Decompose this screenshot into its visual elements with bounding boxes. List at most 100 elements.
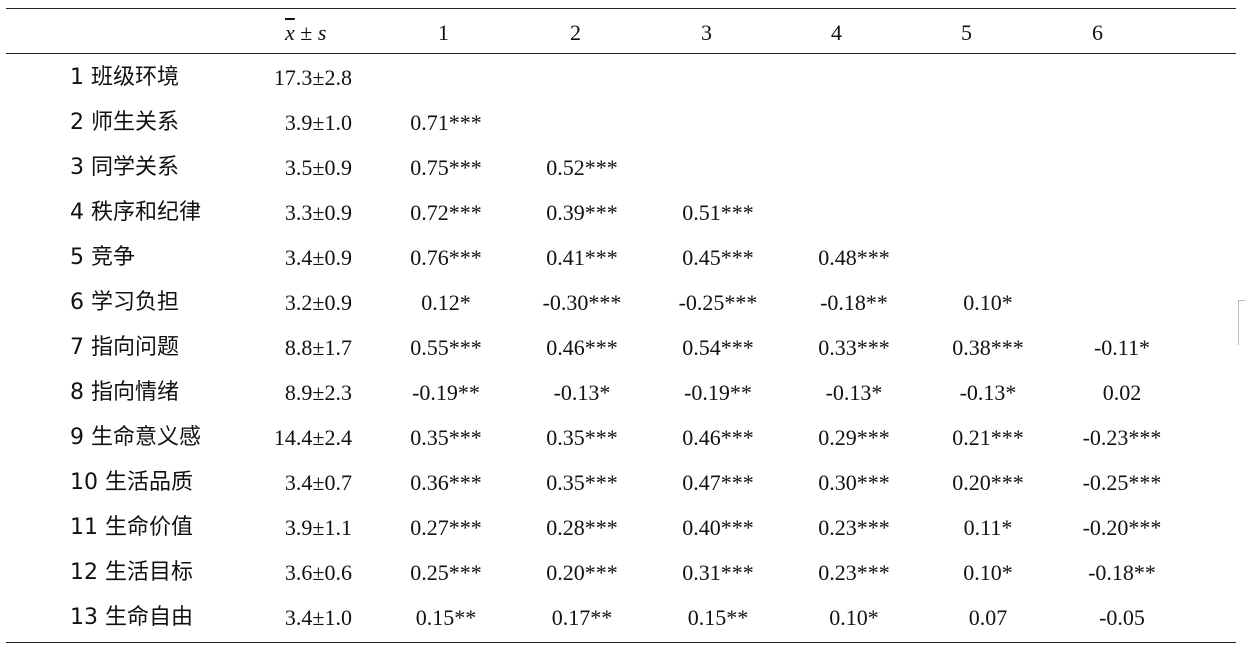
table-row: 10 生活品质 3.4±0.7 0.36*** 0.35*** 0.47*** 0.30*…	[0, 461, 1245, 506]
row-label: 4 秩序和纪律	[70, 200, 201, 225]
correlation-cell-col-3: 0.51***	[682, 200, 754, 225]
correlation-cell-col-3: 0.54***	[682, 335, 754, 360]
correlation-cell-col-6: -0.18**	[1088, 560, 1156, 585]
header-col-3: 3	[701, 20, 712, 45]
row-label: 6 学习负担	[70, 290, 179, 315]
correlation-cell-col-3: 0.31***	[682, 560, 754, 585]
correlation-cell-col-4: 0.10*	[829, 605, 879, 630]
table-row: 1 班级环境 17.3±2.8	[0, 56, 1245, 101]
correlation-cell-col-2: 0.17**	[551, 605, 613, 630]
page-edge-mark-vertical	[1238, 300, 1239, 345]
correlation-cell-col-6: -0.25***	[1082, 470, 1162, 495]
correlation-cell-col-4: 0.48***	[818, 245, 890, 270]
row-label: 8 指向情绪	[70, 380, 179, 405]
header-col-6: 6	[1092, 20, 1103, 45]
correlation-cell-col-5: 0.21***	[952, 425, 1024, 450]
table-row: 5 竞争 3.4±0.9 0.76*** 0.41*** 0.45*** 0.48***	[0, 236, 1245, 281]
header-col-5: 5	[961, 20, 972, 45]
correlation-cell-col-4: -0.13*	[825, 380, 883, 405]
correlation-cell-col-5: -0.13*	[959, 380, 1017, 405]
table-row: 2 师生关系 3.9±1.0 0.71***	[0, 101, 1245, 146]
correlation-cell-col-3: 0.47***	[682, 470, 754, 495]
row-label: 3 同学关系	[70, 155, 179, 180]
row-mean-sd: 8.9±2.3	[284, 380, 352, 405]
correlation-cell-col-3: -0.25***	[678, 290, 758, 315]
table-header-rule	[6, 53, 1236, 54]
header-sd-symbol: s	[317, 20, 327, 45]
correlation-cell-col-1: 0.76***	[410, 245, 482, 270]
correlation-cell-col-2: -0.13*	[553, 380, 611, 405]
row-label: 2 师生关系	[70, 110, 179, 135]
correlation-cell-col-5: 0.07	[968, 605, 1008, 630]
header-col-1: 1	[438, 20, 449, 45]
correlation-cell-col-3: 0.46***	[682, 425, 754, 450]
correlation-cell-col-1: 0.35***	[410, 425, 482, 450]
correlation-cell-col-6: 0.02	[1102, 380, 1142, 405]
correlation-cell-col-4: 0.33***	[818, 335, 890, 360]
table-top-rule	[6, 8, 1236, 9]
page-edge-mark	[1238, 300, 1245, 301]
row-mean-sd: 3.9±1.0	[284, 110, 352, 135]
row-mean-sd: 3.5±0.9	[284, 155, 352, 180]
correlation-cell-col-4: 0.23***	[818, 560, 890, 585]
correlation-cell-col-5: 0.11*	[963, 515, 1013, 540]
header-col-4: 4	[831, 20, 842, 45]
correlation-cell-col-2: 0.39***	[546, 200, 618, 225]
row-label: 1 班级环境	[70, 65, 179, 90]
correlation-cell-col-6: -0.05	[1099, 605, 1145, 630]
row-label: 9 生命意义感	[70, 425, 201, 450]
header-col-2: 2	[570, 20, 581, 45]
row-label: 10 生活品质	[70, 470, 193, 495]
row-label: 12 生活目标	[70, 560, 193, 585]
correlation-cell-col-1: 0.27***	[410, 515, 482, 540]
correlation-cell-col-2: 0.35***	[546, 425, 618, 450]
correlation-cell-col-2: 0.20***	[546, 560, 618, 585]
table-row: 13 生命自由 3.4±1.0 0.15** 0.17** 0.15** 0.10* 0.0…	[0, 596, 1245, 641]
correlation-cell-col-2: 0.41***	[546, 245, 618, 270]
correlation-cell-col-2: 0.52***	[546, 155, 618, 180]
correlation-cell-col-2: 0.35***	[546, 470, 618, 495]
correlation-cell-col-1: 0.72***	[410, 200, 482, 225]
table-bottom-rule	[6, 642, 1236, 643]
correlation-cell-col-6: -0.23***	[1082, 425, 1162, 450]
table-row: 12 生活目标 3.6±0.6 0.25*** 0.20*** 0.31*** 0.23*…	[0, 551, 1245, 596]
correlation-cell-col-4: -0.18**	[820, 290, 888, 315]
row-mean-sd: 8.8±1.7	[284, 335, 352, 360]
correlation-cell-col-5: 0.10*	[963, 560, 1013, 585]
correlation-cell-col-1: 0.12*	[421, 290, 471, 315]
table-row: 3 同学关系 3.5±0.9 0.75*** 0.52***	[0, 146, 1245, 191]
table-row: 11 生命价值 3.9±1.1 0.27*** 0.28*** 0.40*** 0.23*…	[0, 506, 1245, 551]
row-mean-sd: 3.6±0.6	[284, 560, 352, 585]
row-mean-sd: 3.9±1.1	[284, 515, 352, 540]
correlation-cell-col-5: 0.20***	[952, 470, 1024, 495]
header-mean-sd: x ± s	[285, 18, 326, 48]
correlation-cell-col-1: 0.36***	[410, 470, 482, 495]
correlation-cell-col-2: 0.46***	[546, 335, 618, 360]
correlation-cell-col-6: -0.20***	[1082, 515, 1162, 540]
correlation-cell-col-2: -0.30***	[542, 290, 622, 315]
correlation-cell-col-2: 0.28***	[546, 515, 618, 540]
row-mean-sd: 3.2±0.9	[284, 290, 352, 315]
row-mean-sd: 3.4±0.7	[284, 470, 352, 495]
row-mean-sd: 17.3±2.8	[273, 65, 352, 90]
table-row: 4 秩序和纪律 3.3±0.9 0.72*** 0.39*** 0.51***	[0, 191, 1245, 236]
correlation-cell-col-4: 0.23***	[818, 515, 890, 540]
row-label: 13 生命自由	[70, 605, 193, 630]
row-mean-sd: 3.3±0.9	[284, 200, 352, 225]
table-body: 1 班级环境 17.3±2.8 2 师生关系 3.9±1.0 0.71*** 3 同学关系…	[0, 56, 1245, 641]
correlation-cell-col-1: -0.19**	[412, 380, 480, 405]
row-mean-sd: 3.4±0.9	[284, 245, 352, 270]
table-row: 6 学习负担 3.2±0.9 0.12* -0.30*** -0.25*** -0.18*…	[0, 281, 1245, 326]
correlation-cell-col-3: 0.15**	[687, 605, 749, 630]
header-mean-symbol: x	[285, 20, 295, 45]
correlation-cell-col-1: 0.25***	[410, 560, 482, 585]
correlation-cell-col-3: 0.40***	[682, 515, 754, 540]
table-row: 7 指向问题 8.8±1.7 0.55*** 0.46*** 0.54*** 0.33**…	[0, 326, 1245, 371]
correlation-cell-col-6: -0.11*	[1093, 335, 1150, 360]
correlation-cell-col-3: -0.19**	[684, 380, 752, 405]
correlation-cell-col-1: 0.15**	[415, 605, 477, 630]
correlation-cell-col-4: 0.29***	[818, 425, 890, 450]
correlation-cell-col-4: 0.30***	[818, 470, 890, 495]
row-label: 5 竞争	[70, 245, 135, 270]
row-mean-sd: 3.4±1.0	[284, 605, 352, 630]
